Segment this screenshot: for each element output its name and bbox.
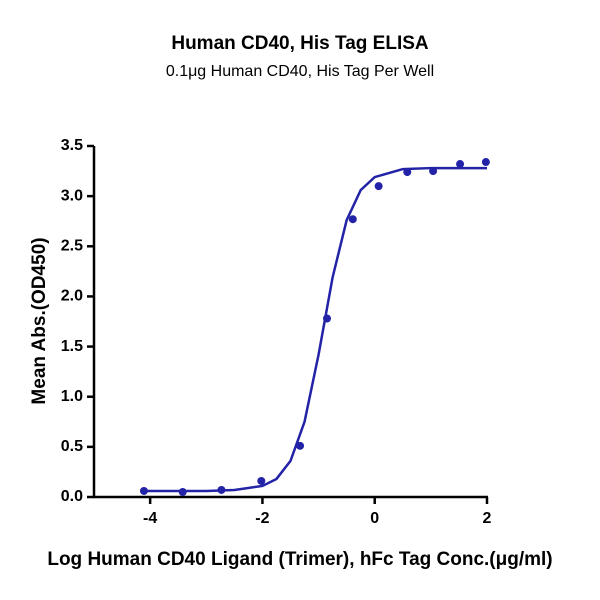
x-tick-label: 2 xyxy=(483,510,492,527)
data-point xyxy=(178,487,187,496)
data-point xyxy=(217,485,226,494)
data-point xyxy=(374,182,383,191)
data-point xyxy=(429,167,438,176)
fit-curve xyxy=(144,166,487,493)
y-tick-label: 2.5 xyxy=(61,238,83,255)
y-tick-label: 2.0 xyxy=(61,288,83,305)
x-tick-label: 0 xyxy=(370,510,379,527)
chart-subtitle: 0.1μg Human CD40, His Tag Per Well xyxy=(166,63,434,80)
y-tick-label: 3.5 xyxy=(61,137,83,154)
y-axis-label: Mean Abs.(OD450) xyxy=(29,237,50,404)
y-tick-label: 0.0 xyxy=(61,488,83,505)
x-axis-label: Log Human CD40 Ligand (Trimer), hFc Tag … xyxy=(47,549,552,570)
data-point xyxy=(139,486,148,495)
y-tick-label: 0.5 xyxy=(61,438,83,455)
data-point xyxy=(481,158,490,167)
y-tick-label: 3.0 xyxy=(61,187,83,204)
x-tick-label: -4 xyxy=(143,510,157,527)
chart-title: Human CD40, His Tag ELISA xyxy=(171,33,429,54)
data-point xyxy=(322,314,331,323)
y-tick-label: 1.0 xyxy=(61,388,83,405)
data-point xyxy=(296,441,305,450)
y-tick-label: 1.5 xyxy=(61,338,83,355)
data-point xyxy=(403,168,412,177)
data-point xyxy=(348,215,357,224)
data-point xyxy=(456,160,465,169)
x-tick-label: -2 xyxy=(255,510,269,527)
data-point xyxy=(257,476,266,485)
